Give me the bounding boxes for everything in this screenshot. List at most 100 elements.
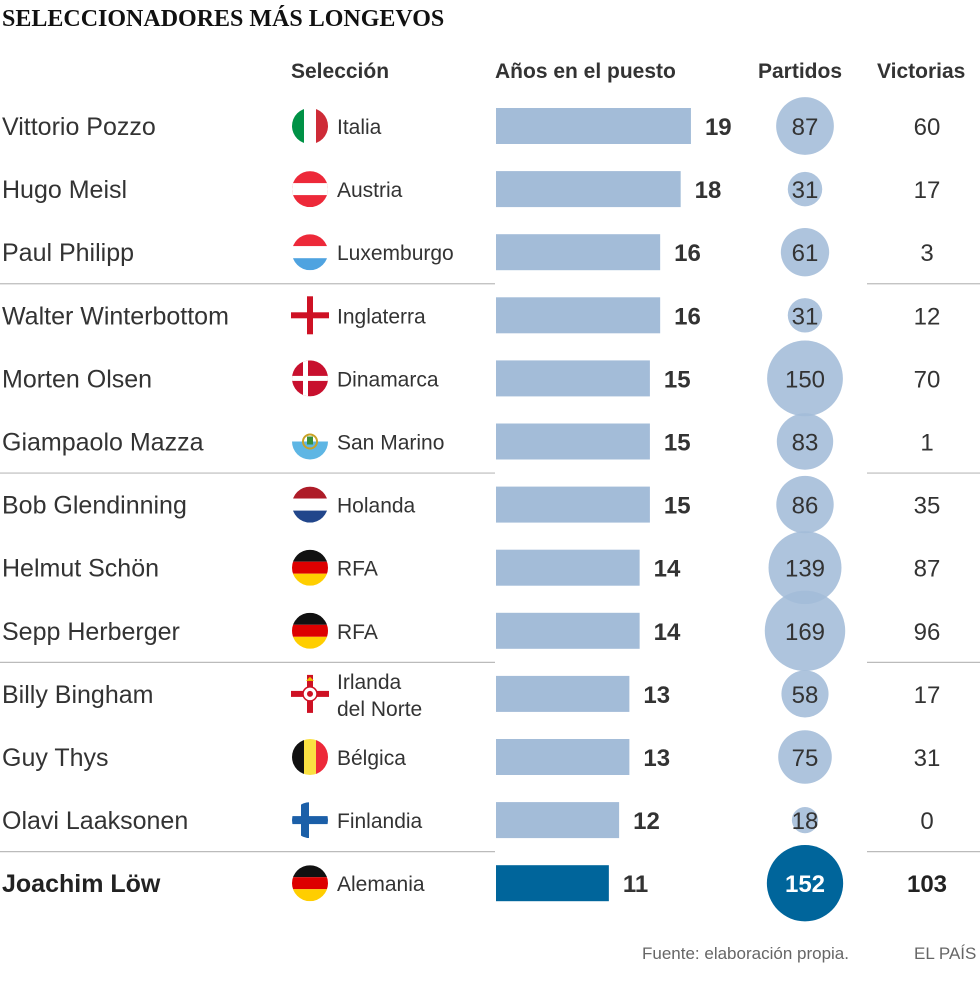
brand-credit: EL PAÍS xyxy=(914,944,977,963)
flag-part xyxy=(292,510,328,523)
coach-name: Walter Winterbottom xyxy=(2,302,229,330)
flag-part xyxy=(302,433,318,450)
matches-bubble xyxy=(791,806,819,834)
flag-body xyxy=(292,360,328,397)
flag-part xyxy=(292,573,328,586)
years-value: 13 xyxy=(643,682,670,709)
team-label: Luxemburgo xyxy=(337,242,454,265)
matches-value: 152 xyxy=(785,871,825,898)
matches-bubble xyxy=(767,340,843,417)
flag-part xyxy=(292,549,328,562)
flag-part xyxy=(292,624,328,637)
table-row: Olavi Laaksonen Finlandia 12 xyxy=(2,802,660,839)
coach-name: Morten Olsen xyxy=(2,365,152,393)
coach-name: Bob Glendinning xyxy=(2,492,187,520)
flag-part xyxy=(292,865,328,878)
wins-value: 0 xyxy=(920,808,933,835)
team-label: Finlandia xyxy=(337,810,423,833)
table-row: Walter Winterbottom Inglaterra 16 xyxy=(2,296,701,335)
years-bar xyxy=(496,171,681,208)
table-row: Morten Olsen Dinamarca 15 xyxy=(2,360,691,397)
coach-name: Olavi Laaksonen xyxy=(2,807,188,835)
matches-value: 31 xyxy=(792,303,819,330)
flag-body xyxy=(292,802,328,839)
years-value: 18 xyxy=(695,177,722,204)
flag-part xyxy=(292,258,328,271)
flag-part xyxy=(292,636,328,649)
coach-name: Paul Philipp xyxy=(2,239,134,267)
flag-body xyxy=(292,739,328,775)
flag-part xyxy=(307,436,313,445)
flag-body xyxy=(292,865,328,902)
table-row: Helmut Schön RFA 14 xyxy=(2,549,681,586)
england-flag-icon xyxy=(291,296,329,335)
team-label: Holanda xyxy=(337,495,416,518)
matches-value: 139 xyxy=(785,556,825,583)
years-bar xyxy=(496,360,650,397)
flag-body xyxy=(292,486,328,523)
matches-value: 87 xyxy=(792,114,819,141)
belgium-flag-icon xyxy=(292,739,328,775)
years-bar xyxy=(496,549,640,586)
header-team: Selección xyxy=(291,60,390,83)
table-row: Sepp Herberger RFA 14 xyxy=(2,612,681,649)
years-value: 12 xyxy=(633,808,660,835)
years-value: 16 xyxy=(674,303,701,330)
years-value: 15 xyxy=(664,430,691,457)
wins-value: 96 xyxy=(914,619,941,646)
years-bar xyxy=(496,865,609,902)
years-bar xyxy=(496,108,691,144)
flag-part xyxy=(292,889,328,902)
team-label: Italia xyxy=(337,116,382,139)
team-label: Alemania xyxy=(337,873,425,896)
wins-value: 60 xyxy=(914,114,941,141)
years-value: 19 xyxy=(705,114,732,141)
wins-value: 3 xyxy=(920,240,933,267)
team-label: Bélgica xyxy=(337,747,406,770)
coach-name: Joachim Löw xyxy=(2,870,161,898)
matches-value: 31 xyxy=(792,177,819,204)
germany-flag-icon xyxy=(292,612,328,649)
finland-flag-icon xyxy=(292,802,328,839)
flag-part xyxy=(292,498,328,511)
italy-flag-icon xyxy=(292,108,328,144)
austria-flag-icon xyxy=(292,171,328,208)
years-bar xyxy=(496,234,661,271)
flag-part xyxy=(292,561,328,574)
wins-value: 35 xyxy=(914,493,941,520)
coach-name: Sepp Herberger xyxy=(2,618,180,646)
flag-part xyxy=(292,739,304,775)
years-value: 15 xyxy=(664,493,691,520)
coach-name: Billy Bingham xyxy=(2,681,153,709)
years-bar xyxy=(496,423,650,460)
flag-part xyxy=(316,108,328,144)
matches-value: 83 xyxy=(792,430,819,457)
header-years: Años en el puesto xyxy=(495,60,676,83)
table-row: Billy Bingham Irlanda del Norte 13 xyxy=(2,671,670,721)
matches-bubble xyxy=(766,845,844,922)
flag-part xyxy=(306,676,314,681)
years-bar xyxy=(496,486,650,523)
wins-value: 31 xyxy=(914,745,941,772)
wins-value: 17 xyxy=(914,177,941,204)
flag-part xyxy=(292,246,328,259)
coach-name: Guy Thys xyxy=(2,744,109,772)
matches-value: 18 xyxy=(792,808,819,835)
table-row: Bob Glendinning Holanda 15 xyxy=(2,486,691,523)
flag-body xyxy=(292,234,328,271)
matches-value: 169 xyxy=(785,619,825,646)
flag-part xyxy=(307,690,313,697)
matches-bubble xyxy=(768,531,842,605)
denmark-flag-icon xyxy=(292,360,328,397)
team-label: RFA xyxy=(337,558,378,581)
years-bar xyxy=(496,739,630,775)
coach-name: Vittorio Pozzo xyxy=(2,113,156,141)
header-wins: Victorias xyxy=(877,60,966,83)
flag-part xyxy=(292,423,328,442)
germany-flag-icon xyxy=(292,549,328,586)
chart-title: SELECCIONADORES MÁS LONGEVOS xyxy=(2,6,445,32)
flag-part xyxy=(292,234,328,247)
wins-value: 1 xyxy=(920,430,933,457)
flag-part xyxy=(292,375,328,381)
team-label: Irlanda xyxy=(337,671,402,694)
